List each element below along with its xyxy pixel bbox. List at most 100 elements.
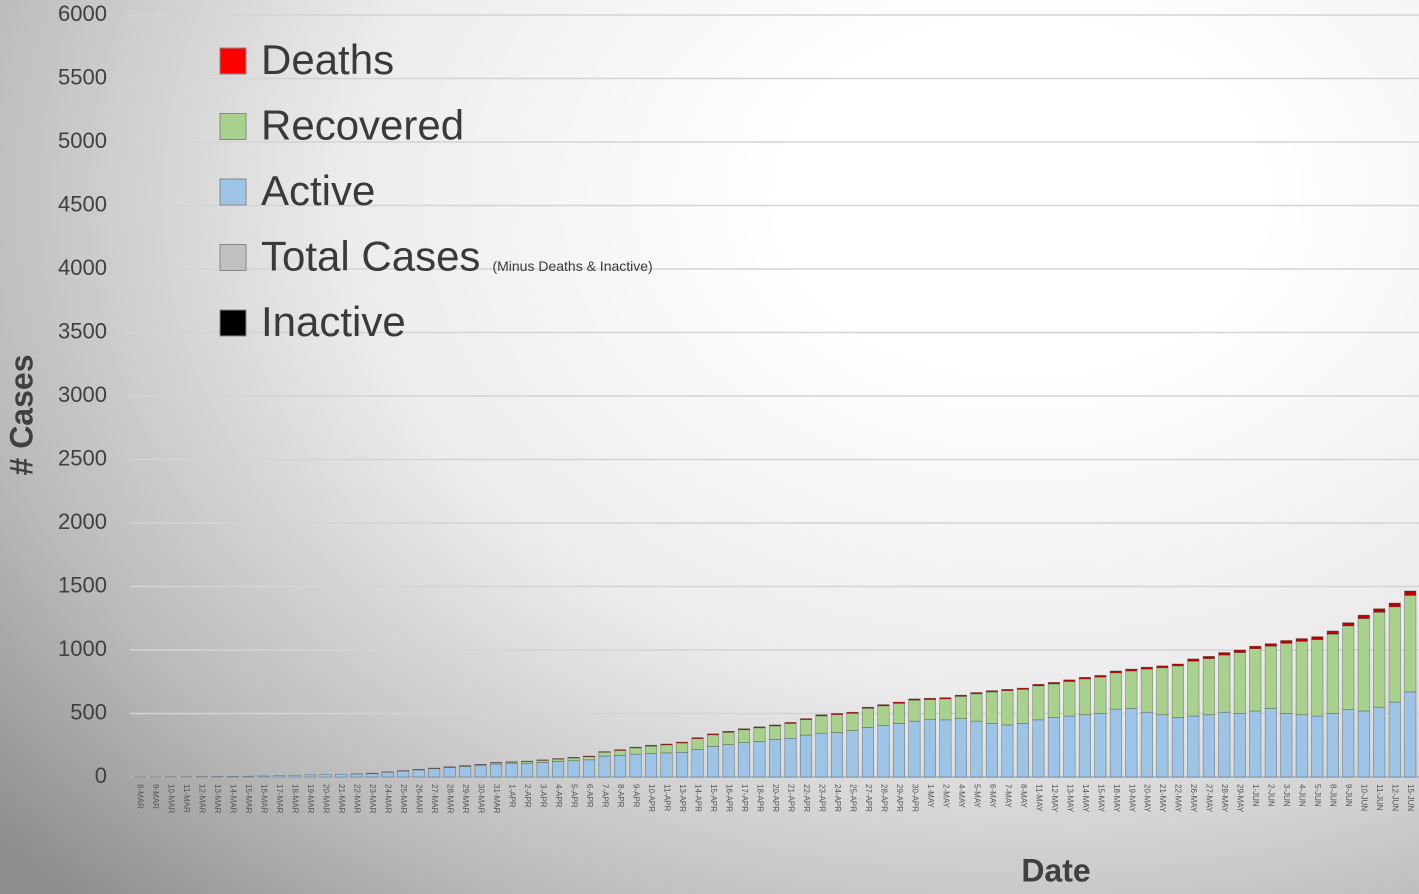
bar-segment — [335, 773, 348, 778]
bar-segment — [877, 704, 890, 707]
bar-segment — [908, 698, 921, 701]
x-tick-label: 29-MAY — [1236, 784, 1245, 813]
bar-segment — [846, 730, 859, 778]
y-tick-label: 3000 — [58, 382, 107, 407]
legend-label: Recovered — [261, 102, 464, 149]
x-tick-label: 4-JUN — [1298, 784, 1307, 807]
bar-segment — [567, 757, 580, 762]
x-tick-label: 22-APR — [802, 784, 811, 812]
bar-segment — [211, 776, 224, 778]
bar-segment — [366, 773, 379, 778]
bar-segment — [1001, 689, 1014, 691]
x-tick-label: 14-MAY — [1081, 784, 1090, 813]
bar-segment — [1032, 685, 1045, 721]
bar-segment — [1373, 608, 1386, 613]
x-tick-label: 31-MAR — [492, 784, 501, 814]
bar-segment — [877, 725, 890, 778]
bar-segment — [257, 775, 270, 778]
x-tick-label: 1-MAY — [926, 784, 935, 809]
bar-segment — [1125, 668, 1138, 672]
bar-segment — [614, 750, 627, 756]
bar-segment — [660, 743, 673, 746]
bar-segment — [1357, 710, 1370, 778]
x-tick-label: 26-MAR — [415, 784, 424, 814]
x-tick-label: 30-APR — [910, 784, 919, 812]
bar-segment — [288, 774, 301, 778]
bar-segment — [1047, 683, 1060, 718]
bar-segment — [908, 699, 921, 722]
bar-segment — [350, 773, 363, 778]
bar-segment — [304, 774, 317, 778]
x-tick-label: 27-MAY — [1205, 784, 1214, 813]
bar-segment — [1233, 649, 1246, 653]
x-tick-label: 2-JUN — [1267, 784, 1276, 807]
bar-segment — [846, 713, 859, 731]
bar-segment — [923, 697, 936, 700]
legend-note: (Minus Deaths & Inactive) — [492, 258, 652, 274]
x-tick-label: 25-APR — [848, 784, 857, 812]
bar-segment — [691, 738, 704, 750]
bar-segment — [691, 737, 704, 739]
bar-segment — [598, 751, 611, 757]
bar-segment — [970, 720, 983, 778]
bar-segment — [1063, 679, 1076, 682]
bar-segment — [1094, 675, 1107, 678]
bar-segment — [1342, 625, 1355, 710]
bar-segment — [552, 758, 565, 762]
bar-segment — [614, 749, 627, 751]
x-tick-label: 14-APR — [693, 784, 702, 812]
x-tick-label: 12-JUN — [1391, 784, 1400, 811]
bar-segment — [970, 692, 983, 695]
bar-segment — [1125, 670, 1138, 709]
x-tick-label: 25-MAR — [399, 784, 408, 814]
bar-segment — [1109, 670, 1122, 674]
bar-segment — [691, 749, 704, 778]
bar-segment — [784, 737, 797, 778]
x-tick-label: 8-APR — [616, 784, 625, 808]
x-tick-label: 17-APR — [740, 784, 749, 812]
bar-segment — [1001, 690, 1014, 726]
bar-segment — [1264, 708, 1277, 778]
bar-segment — [1171, 665, 1184, 718]
x-tick-label: 9-APR — [631, 784, 640, 808]
bar-segment — [1264, 643, 1277, 647]
bar-segment — [443, 767, 456, 778]
bar-segment — [490, 763, 503, 778]
bar-segment — [1047, 682, 1060, 685]
x-tick-label: 29-MAR — [461, 784, 470, 814]
bar-segment — [908, 720, 921, 778]
x-tick-label: 29-APR — [895, 784, 904, 812]
bar-segment — [629, 753, 642, 778]
x-tick-label: 30-MAR — [477, 784, 486, 814]
bar-segment — [1326, 633, 1339, 714]
legend-label: Total Cases — [261, 233, 480, 280]
bar-segment — [830, 713, 844, 715]
legend-swatch — [219, 47, 247, 75]
y-tick-label: 5000 — [58, 128, 107, 153]
bar-segment — [428, 768, 441, 778]
bar-segment — [1280, 640, 1293, 644]
x-tick-label: 10-JUN — [1360, 784, 1369, 811]
x-tick-label: 13-APR — [678, 784, 687, 812]
bar-segment — [1156, 714, 1169, 778]
bar-segment — [1078, 677, 1091, 680]
x-tick-label: 10-MAR — [167, 784, 176, 814]
bar-segment — [1140, 666, 1153, 670]
x-tick-label: 9-MAR — [151, 784, 160, 809]
y-tick-label: 1500 — [58, 572, 107, 597]
bar-segment — [536, 762, 549, 778]
bar-segment — [1202, 656, 1215, 659]
y-tick-label: 3500 — [58, 318, 107, 343]
bar-segment — [1326, 713, 1339, 778]
x-tick-label: 22-MAR — [353, 784, 362, 814]
x-tick-label: 22-MAY — [1174, 784, 1183, 813]
bar-segment — [1388, 606, 1401, 703]
x-tick-label: 10-APR — [647, 784, 656, 812]
bar-segment — [412, 769, 425, 778]
bar-segment — [722, 731, 735, 745]
x-tick-label: 19-MAY — [1127, 784, 1136, 813]
x-tick-label: 4-APR — [554, 784, 563, 808]
bar-segment — [1311, 636, 1324, 640]
bar-segment — [753, 727, 766, 742]
bar-segment — [954, 694, 967, 697]
